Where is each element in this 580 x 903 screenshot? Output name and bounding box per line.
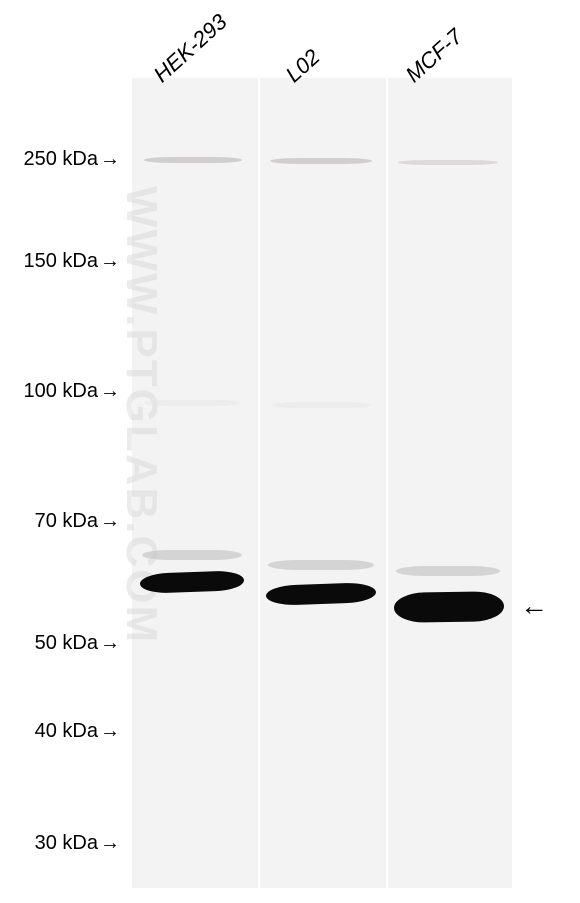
blot-band-faint — [144, 400, 240, 406]
lane-divider — [258, 78, 260, 888]
marker-value: 250 kDa — [24, 148, 99, 170]
marker-value: 100 kDa — [24, 380, 99, 402]
blot-band-faint — [142, 550, 242, 560]
marker-label: 70 kDa→ — [10, 510, 120, 533]
blot-band-faint — [270, 158, 372, 164]
marker-label: 100 kDa→ — [10, 380, 120, 403]
blot-band-faint — [398, 160, 498, 165]
marker-arrow-icon: → — [100, 148, 120, 171]
marker-value: 70 kDa — [35, 510, 98, 532]
marker-arrow-icon: → — [100, 720, 120, 743]
marker-arrow-icon: → — [100, 250, 120, 273]
blot-band-faint — [144, 157, 242, 163]
lane-divider — [386, 78, 388, 888]
marker-label: 50 kDa→ — [10, 632, 120, 655]
result-arrow-icon: ← — [520, 590, 548, 622]
marker-value: 150 kDa — [24, 250, 99, 272]
blot-band — [394, 591, 505, 623]
marker-arrow-icon: → — [100, 380, 120, 403]
blot-band-faint — [268, 560, 374, 570]
lane-label: HEK-293 — [149, 9, 233, 88]
blot-band-faint — [396, 566, 500, 576]
marker-value: 50 kDa — [35, 632, 98, 654]
blot-band-faint — [272, 402, 370, 408]
marker-label: 250 kDa→ — [10, 148, 120, 171]
marker-value: 40 kDa — [35, 720, 98, 742]
marker-arrow-icon: → — [100, 632, 120, 655]
marker-arrow-icon: → — [100, 832, 120, 855]
marker-label: 40 kDa→ — [10, 720, 120, 743]
marker-label: 150 kDa→ — [10, 250, 120, 273]
marker-value: 30 kDa — [35, 832, 98, 854]
marker-label: 30 kDa→ — [10, 832, 120, 855]
blot-membrane — [132, 78, 512, 888]
marker-arrow-icon: → — [100, 510, 120, 533]
